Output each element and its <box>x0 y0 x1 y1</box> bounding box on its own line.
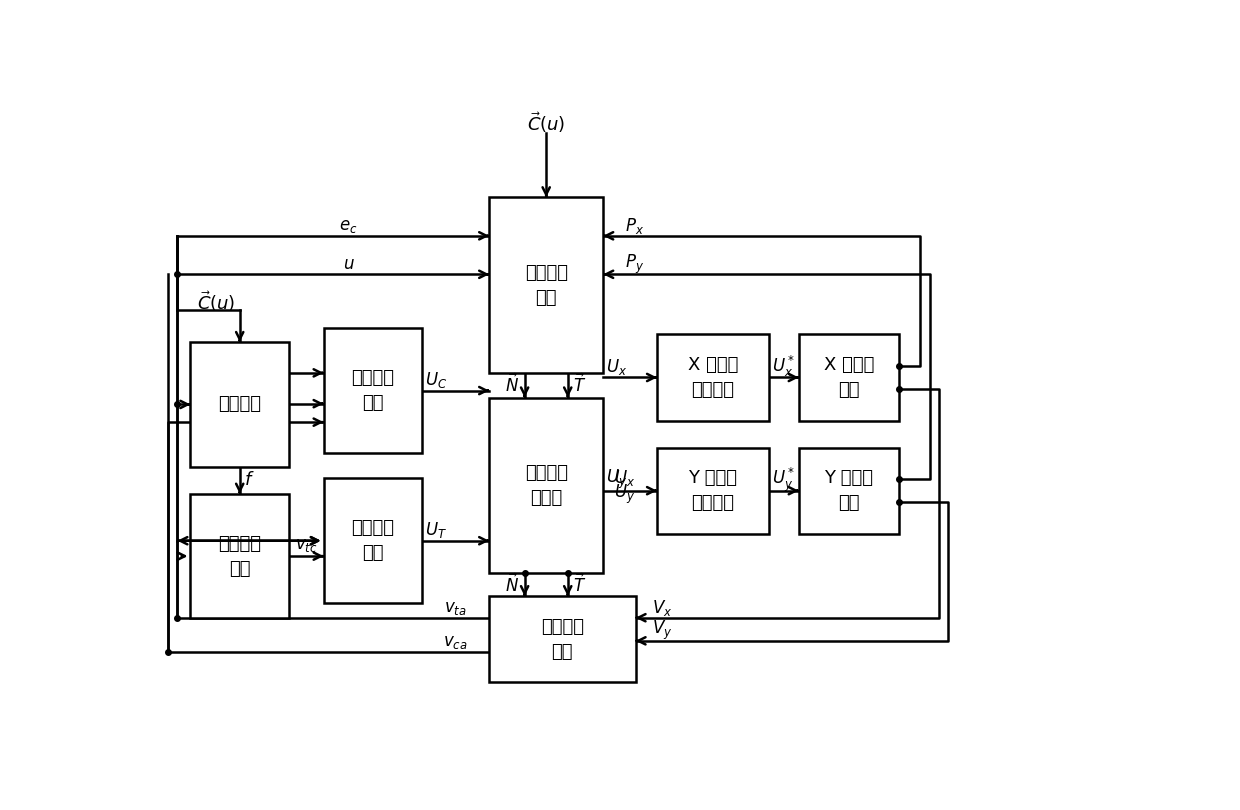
Bar <box>324 479 422 603</box>
Bar <box>657 335 769 420</box>
Bar <box>191 342 289 467</box>
Text: $e_c$: $e_c$ <box>340 217 358 235</box>
Bar <box>799 335 899 420</box>
Text: $U_y$: $U_y$ <box>606 468 627 492</box>
Text: $\vec{C}(u)$: $\vec{C}(u)$ <box>197 290 236 314</box>
Text: 轮廓状态
监视: 轮廓状态 监视 <box>525 263 568 306</box>
Text: 轮廓误差
控制: 轮廓误差 控制 <box>351 369 394 412</box>
Text: $v_{ca}$: $v_{ca}$ <box>444 633 467 650</box>
Text: $U_x^*$: $U_x^*$ <box>773 354 795 379</box>
Bar <box>324 328 422 453</box>
Text: $P_y$: $P_y$ <box>625 253 644 276</box>
Bar <box>490 198 603 373</box>
Text: $v_{ta}$: $v_{ta}$ <box>444 599 467 616</box>
Text: $U_x$: $U_x$ <box>606 356 627 377</box>
Bar <box>191 494 289 619</box>
Text: $f$: $f$ <box>243 471 254 489</box>
Text: $u$: $u$ <box>342 255 355 273</box>
Text: $U_x$: $U_x$ <box>614 467 635 488</box>
Text: $P_x$: $P_x$ <box>625 215 644 236</box>
Text: $U_y^*$: $U_y^*$ <box>773 466 795 494</box>
Text: $V_y$: $V_y$ <box>652 619 673 642</box>
Text: $U_C$: $U_C$ <box>425 370 448 390</box>
Bar <box>490 398 603 573</box>
Text: Y 轴控制
特性匹配: Y 轴控制 特性匹配 <box>688 469 738 512</box>
Text: 切向速度
产生: 切向速度 产生 <box>218 535 262 578</box>
Text: Y 轴单轴
控制: Y 轴单轴 控制 <box>825 469 873 512</box>
Text: $\vec{T}$: $\vec{T}$ <box>573 374 587 396</box>
Text: 控制量正
向变换: 控制量正 向变换 <box>525 464 568 507</box>
Text: $\vec{T}$: $\vec{T}$ <box>573 573 587 596</box>
Text: 速度逆向
变换: 速度逆向 变换 <box>541 618 584 661</box>
Text: $\vec{N}$: $\vec{N}$ <box>506 573 520 596</box>
Bar <box>490 596 635 682</box>
Text: X 轴控制
特性匹配: X 轴控制 特性匹配 <box>688 356 738 399</box>
Text: $\vec{N}$: $\vec{N}$ <box>506 374 520 396</box>
Text: 运动规划: 运动规划 <box>218 395 262 413</box>
Text: $U_T$: $U_T$ <box>425 520 448 540</box>
Text: $v_{tc}$: $v_{tc}$ <box>295 536 317 554</box>
Text: $U_y$: $U_y$ <box>614 483 635 506</box>
Text: 切向速度
控制: 切向速度 控制 <box>351 519 394 562</box>
Text: X 轴单轴
控制: X 轴单轴 控制 <box>823 356 874 399</box>
Bar <box>657 448 769 534</box>
Bar <box>799 448 899 534</box>
Text: $V_x$: $V_x$ <box>652 598 673 618</box>
Text: $\vec{C}(u)$: $\vec{C}(u)$ <box>527 110 565 135</box>
